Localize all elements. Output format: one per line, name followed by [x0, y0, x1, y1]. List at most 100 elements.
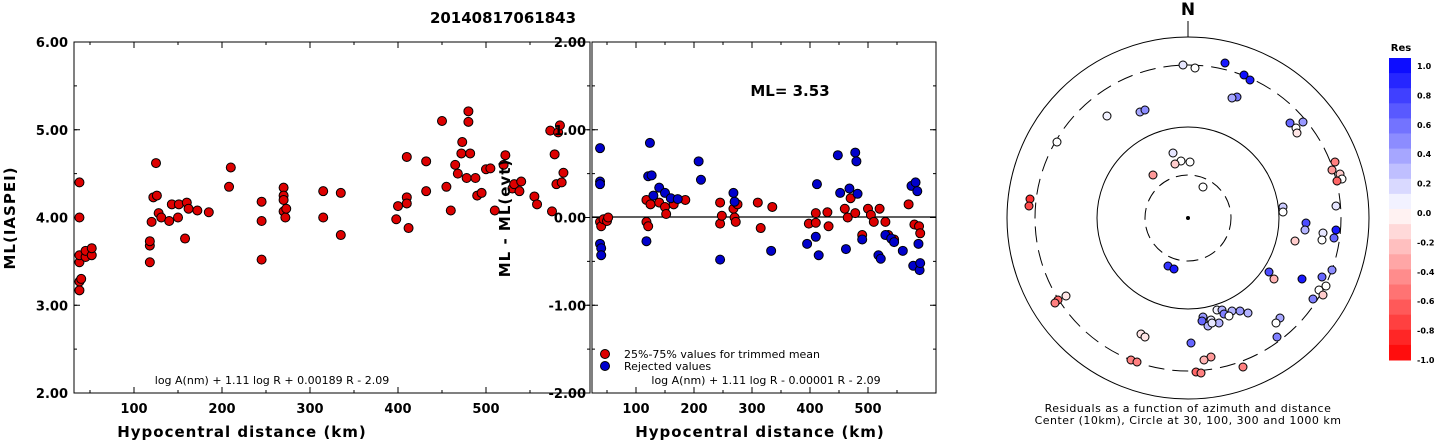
middle-xtick-label: 100	[622, 402, 649, 417]
polar-caption-2: Center (10km), Circle at 30, 100, 300 an…	[1035, 414, 1342, 427]
left-data-point	[151, 190, 162, 201]
middle-data-point	[672, 194, 683, 205]
middle-data-point	[766, 245, 777, 256]
left-xlabel: Hypocentral distance (km)	[117, 423, 367, 441]
north-label: N	[1181, 0, 1195, 20]
polar-station-point	[1168, 148, 1178, 158]
polar-station-point	[1196, 368, 1206, 378]
polar-station-point	[1243, 308, 1253, 318]
middle-data-point	[850, 147, 861, 158]
left-data-point	[558, 167, 569, 178]
colorbar-swatch	[1389, 329, 1411, 346]
left-data-point	[554, 120, 565, 131]
middle-xtick-label: 200	[680, 402, 707, 417]
colorbar-swatch	[1389, 148, 1411, 165]
circle-300km	[1034, 64, 1342, 372]
left-data-point	[183, 203, 194, 214]
middle-data-point	[845, 193, 856, 204]
left-data-point	[489, 205, 500, 216]
left-xtick-label: 400	[384, 402, 411, 417]
polar-station-point	[1271, 318, 1281, 328]
colorbar-swatch	[1389, 193, 1411, 210]
middle-data-point	[842, 212, 853, 223]
polar-station-point	[1220, 58, 1230, 68]
left-data-point	[403, 223, 414, 234]
chart-title: 20140817061843	[430, 9, 576, 27]
left-data-point	[224, 181, 235, 192]
left-data-point	[76, 273, 87, 284]
polar-station-point	[1190, 63, 1200, 73]
polar-station-point	[1235, 306, 1245, 316]
left-data-point	[393, 201, 403, 212]
left-data-point	[225, 162, 236, 173]
middle-data-point	[752, 197, 763, 208]
polar-station-point	[1317, 235, 1327, 245]
polar-station-point	[1332, 176, 1342, 186]
left-xtick-label: 500	[472, 402, 499, 417]
middle-data-point	[810, 208, 821, 219]
colorbar-swatch	[1389, 178, 1411, 195]
polar-station-point	[1321, 281, 1331, 291]
middle-data-point	[839, 203, 850, 214]
left-data-point	[164, 216, 175, 227]
polar-station-point	[1290, 236, 1300, 246]
middle-data-point	[648, 190, 659, 201]
left-data-point	[86, 243, 97, 254]
polar-station-point	[1329, 233, 1339, 243]
colorbar-tick-label: -0.8	[1417, 327, 1435, 336]
left-data-point	[256, 216, 267, 227]
middle-ytick-label: 1.00	[554, 124, 586, 139]
colorbar-tick-label: -0.6	[1417, 297, 1435, 306]
ml-annotation: ML= 3.53	[750, 82, 829, 100]
colorbar-tick-label: -1.0	[1417, 356, 1435, 365]
middle-data-point	[755, 223, 766, 234]
colorbar-swatch	[1389, 58, 1411, 74]
left-data-point	[450, 159, 461, 170]
middle-data-point	[811, 179, 822, 190]
left-data-point	[144, 236, 155, 247]
left-data-point	[281, 203, 292, 214]
middle-data-point	[641, 236, 652, 247]
polar-station-point	[1239, 70, 1249, 80]
left-data-point	[144, 257, 155, 268]
left-data-point	[192, 205, 203, 216]
colorbar-swatch	[1389, 314, 1411, 331]
left-data-point	[445, 205, 456, 216]
polar-station-point	[1102, 111, 1112, 121]
left-data-point	[500, 150, 511, 161]
middle-data-point	[880, 216, 891, 227]
left-ytick-label: 4.00	[36, 212, 68, 227]
middle-data-point	[695, 174, 706, 185]
left-data-point	[463, 106, 474, 117]
middle-data-point	[835, 187, 846, 198]
colorbar-swatch	[1389, 209, 1411, 225]
left-data-point	[547, 206, 557, 217]
middle-xtick-label: 500	[854, 402, 881, 417]
polar-station-point	[1207, 318, 1217, 328]
middle-data-point	[728, 187, 739, 198]
polar-station-point	[1140, 332, 1150, 342]
left-data-point	[456, 148, 467, 159]
left-data-point	[318, 186, 329, 197]
middle-xlabel: Hypocentral distance (km)	[635, 423, 885, 441]
polar-station-point	[1227, 93, 1237, 103]
polar-station-point	[1269, 274, 1279, 284]
polar-station-point	[1264, 267, 1274, 277]
middle-ytick-label: -2.00	[549, 387, 586, 402]
left-data-point	[280, 212, 291, 223]
middle-data-point	[851, 156, 862, 167]
colorbar-tick-label: 0.4	[1417, 150, 1432, 159]
colorbar-title: Res	[1391, 43, 1411, 54]
colorbar-tick-label: 0.8	[1417, 91, 1432, 100]
colorbar-tick-label: 1.0	[1417, 62, 1432, 71]
left-data-point	[256, 196, 267, 207]
left-data-point	[391, 214, 402, 225]
colorbar-swatch	[1389, 163, 1411, 180]
left-data-point	[514, 186, 525, 197]
polar-station-point	[1238, 362, 1248, 372]
middle-data-point	[903, 199, 914, 210]
left-data-point	[463, 116, 474, 127]
middle-data-point	[889, 237, 900, 248]
middle-data-point	[595, 179, 606, 190]
